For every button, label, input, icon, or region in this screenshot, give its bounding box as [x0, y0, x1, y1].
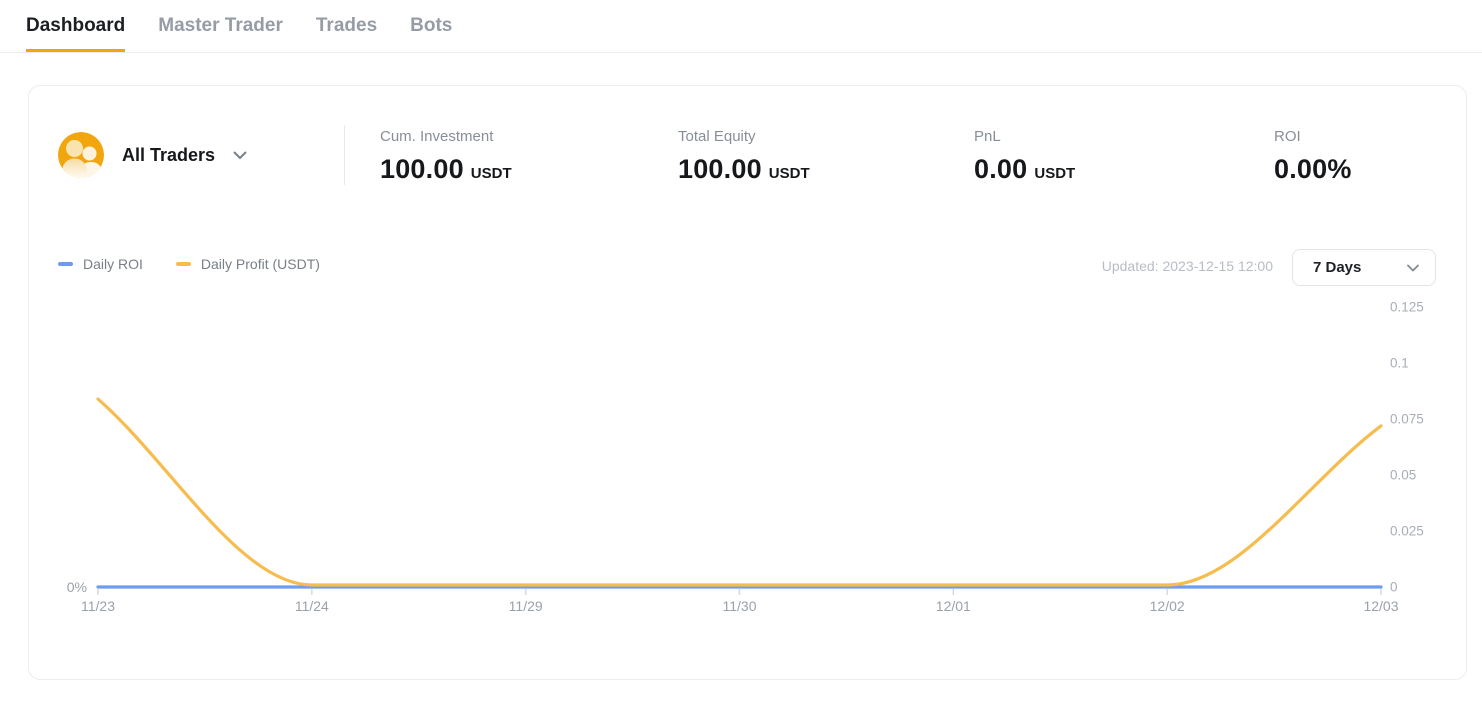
x-axis-label: 11/30	[723, 598, 757, 614]
legend-item-daily-roi[interactable]: Daily ROI	[58, 256, 143, 272]
stat-unit: USDT	[1034, 165, 1076, 182]
range-selector-value: 7 Days	[1313, 259, 1362, 276]
header-divider	[344, 125, 345, 185]
right-axis-label: 0.1	[1390, 356, 1409, 371]
daily-profit-swatch	[175, 262, 191, 266]
stat-roi: ROI 0.00%	[1274, 128, 1359, 185]
right-axis-label: 0.05	[1390, 468, 1416, 483]
stat-label: Cum. Investment	[380, 128, 494, 145]
stat-value: 0.00	[974, 154, 1028, 184]
left-axis-label: 0%	[67, 579, 87, 595]
updated-timestamp: Updated: 2023-12-15 12:00	[1101, 258, 1273, 274]
traders-group-icon	[58, 132, 104, 178]
dashboard-card: All Traders Cum. Investment 100.00 USDT …	[28, 85, 1467, 680]
chart-canvas: 0 0.025 0.05 0.075 0.1 0.125 0% 11/23 11/24 11/29…	[67, 300, 1424, 615]
stat-unit: USDT	[470, 165, 512, 182]
legend-label: Daily ROI	[83, 256, 143, 272]
x-axis-label: 12/03	[1363, 598, 1398, 614]
stat-label: PnL	[974, 128, 1001, 145]
tab-master-trader[interactable]: Master Trader	[158, 15, 283, 36]
x-axis-label: 11/29	[509, 598, 543, 614]
stat-pnl: PnL 0.00 USDT	[974, 128, 1075, 185]
stat-cum-investment: Cum. Investment 100.00 USDT	[380, 128, 512, 185]
tab-dashboard[interactable]: Dashboard	[26, 15, 126, 52]
stat-total-equity: Total Equity 100.00 USDT	[678, 128, 810, 185]
series-line-1	[96, 397, 1383, 587]
x-axis-label: 11/23	[81, 598, 115, 614]
stat-unit: USDT	[768, 165, 810, 182]
x-axis-label: 12/02	[1150, 598, 1185, 614]
trader-selector[interactable]: All Traders	[58, 132, 247, 178]
x-axis-label: 12/01	[936, 598, 971, 614]
range-selector[interactable]: 7 Days	[1292, 249, 1436, 286]
tab-trades[interactable]: Trades	[315, 15, 378, 36]
right-axis-label: 0.125	[1390, 300, 1424, 315]
stat-label: ROI	[1274, 128, 1301, 145]
legend-item-daily-profit[interactable]: Daily Profit (USDT)	[175, 256, 320, 272]
right-axis-label: 0.025	[1390, 524, 1424, 539]
x-axis-label: 11/24	[295, 598, 329, 614]
chart-legend: Daily ROI Daily Profit (USDT)	[58, 256, 320, 272]
stat-value: 100.00	[380, 154, 464, 184]
stat-value: 0.00%	[1274, 154, 1352, 184]
stat-value: 100.00	[678, 154, 762, 184]
right-axis-label: 0	[1390, 580, 1398, 595]
chevron-down-icon	[1407, 264, 1419, 271]
stat-label: Total Equity	[678, 128, 756, 145]
right-axis-label: 0.075	[1390, 412, 1424, 427]
top-nav: Dashboard Master Trader Trades Bots	[0, 0, 1482, 53]
roi-profit-chart: 0 0.025 0.05 0.075 0.1 0.125 0% 11/23 11/24 11/29…	[29, 288, 1468, 628]
trader-selector-label: All Traders	[122, 144, 216, 165]
daily-roi-swatch	[58, 262, 73, 266]
tab-bots[interactable]: Bots	[410, 15, 453, 36]
legend-label: Daily Profit (USDT)	[200, 256, 320, 272]
chevron-down-icon	[233, 151, 247, 159]
